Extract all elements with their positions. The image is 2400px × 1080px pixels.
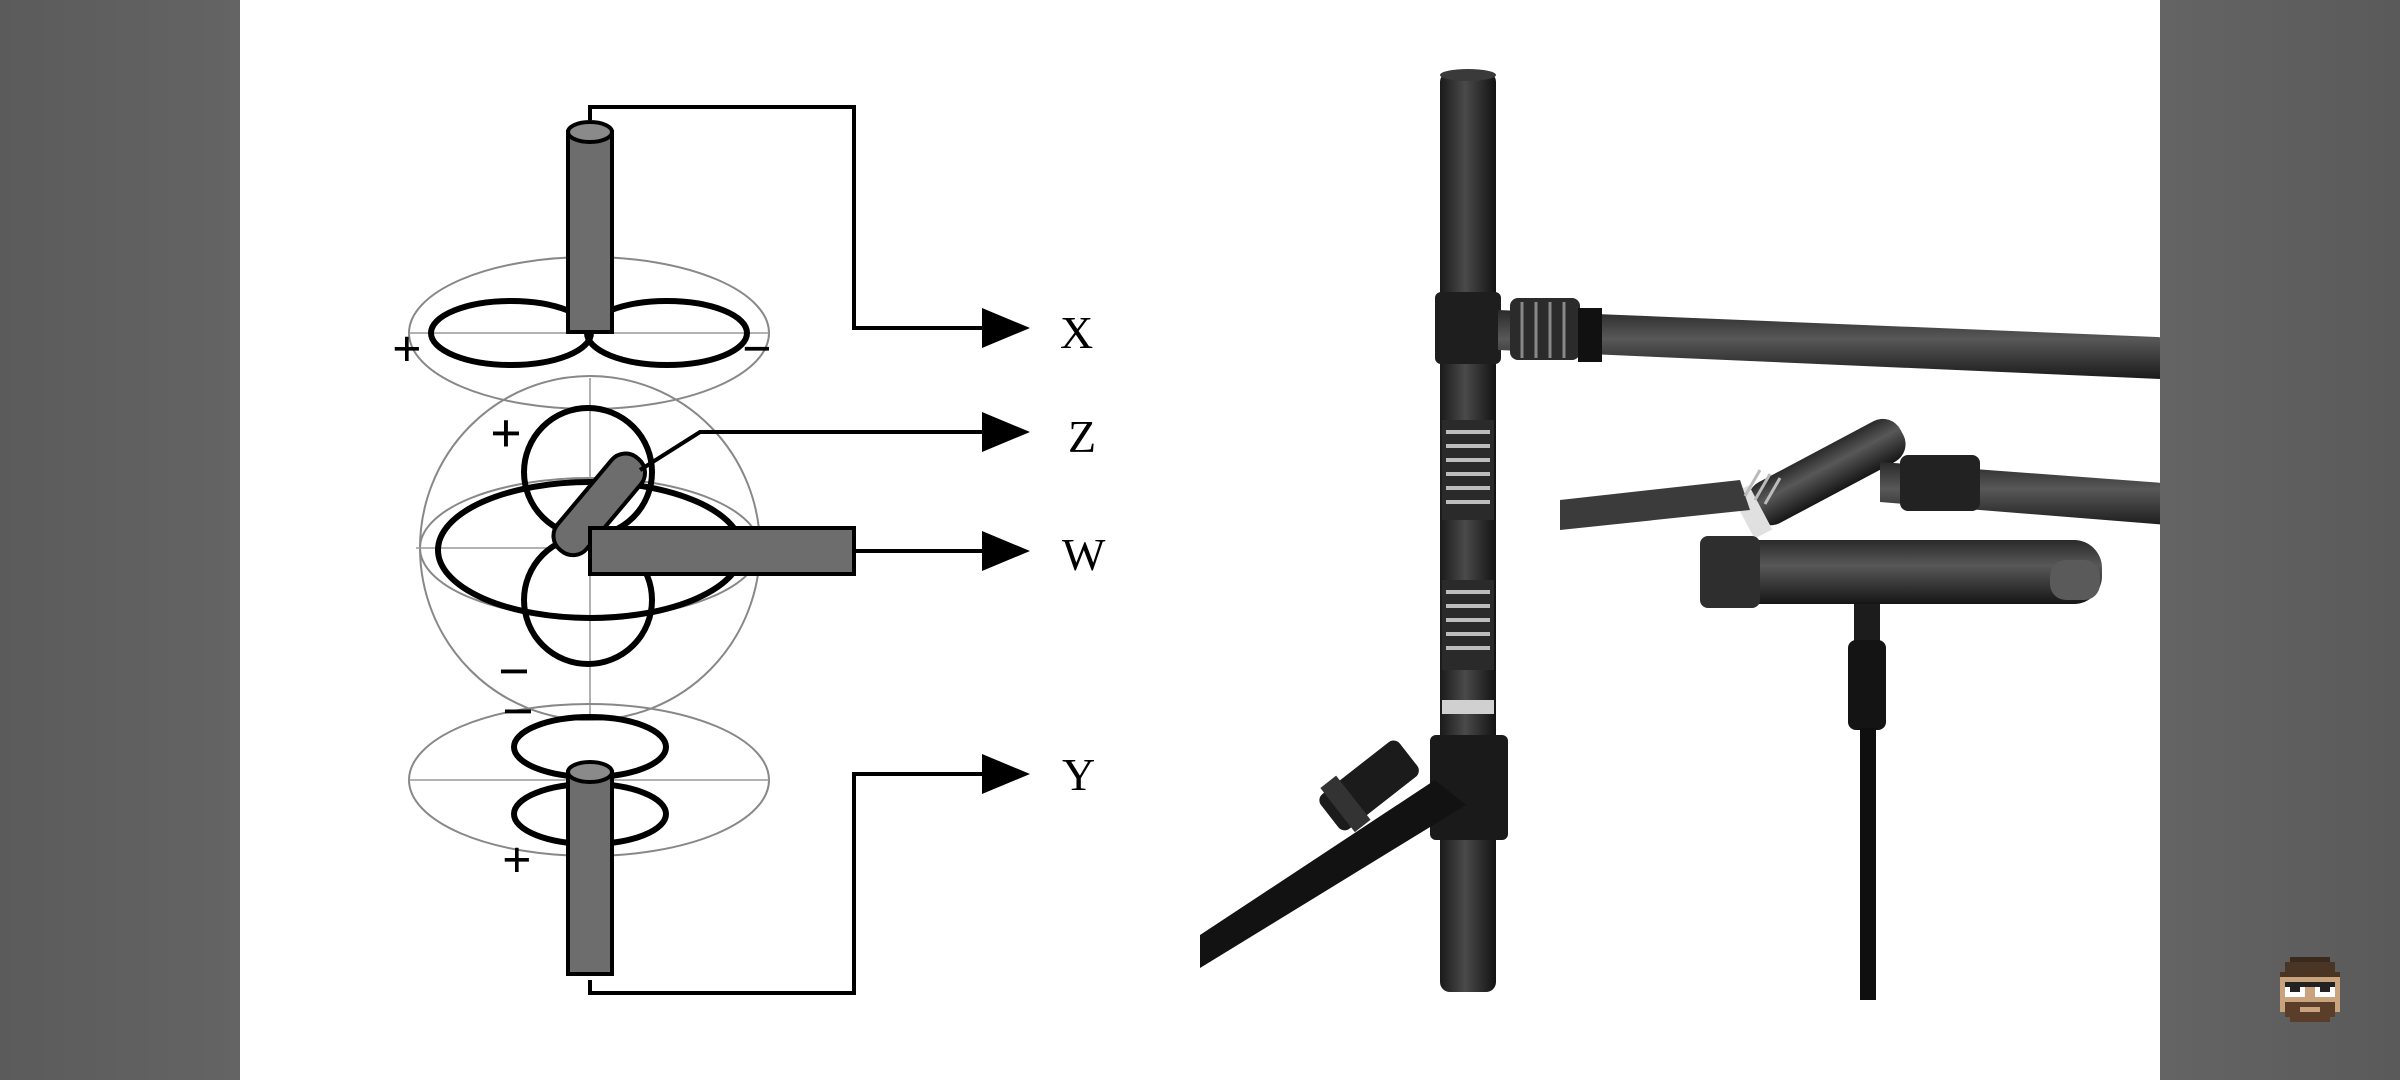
left-letterbox — [0, 0, 240, 1080]
z-minus-sign: − — [498, 641, 530, 703]
upper-boom-arm — [1498, 310, 2160, 379]
slide: X + − Z W — [240, 0, 2160, 1080]
top-clamp — [1435, 292, 1501, 364]
bformat-diagram: X + − Z W — [392, 105, 1106, 995]
left-stand-clamp — [1319, 740, 1419, 833]
z-label: Z — [1068, 411, 1096, 462]
vertical-microphone — [1440, 72, 1496, 992]
y-signal-path — [588, 754, 1030, 995]
horizontal-microphone — [1702, 540, 2102, 604]
y-capsule — [566, 770, 614, 976]
y-capsule-group: Y − + — [408, 681, 1095, 995]
pixel-character-avatar-icon[interactable] — [2270, 952, 2350, 1032]
left-stand-arm — [1200, 780, 1466, 968]
x-capsule-group: X + − — [392, 105, 1093, 410]
z-capsule — [551, 451, 647, 558]
zw-capsule-group: Z W + − — [416, 375, 1106, 721]
lower-grille — [1442, 580, 1494, 670]
x-minus-sign: − — [742, 321, 772, 378]
w-capsule — [588, 526, 856, 576]
y-minus-sign: − — [502, 681, 534, 743]
y-label: Y — [1062, 749, 1095, 800]
y-plus-sign: + — [502, 832, 532, 889]
right-stand-mount — [1848, 640, 1886, 730]
x-label: X — [1060, 307, 1093, 358]
x-plus-sign: + — [392, 321, 422, 378]
microphone-array-photo — [1200, 69, 2160, 1000]
upper-grille — [1442, 420, 1494, 520]
right-stand — [1860, 728, 1876, 1000]
x-signal-path — [588, 105, 1030, 348]
z-plus-sign: + — [490, 403, 522, 465]
right-letterbox — [2160, 0, 2400, 1080]
w-label: W — [1062, 529, 1106, 580]
